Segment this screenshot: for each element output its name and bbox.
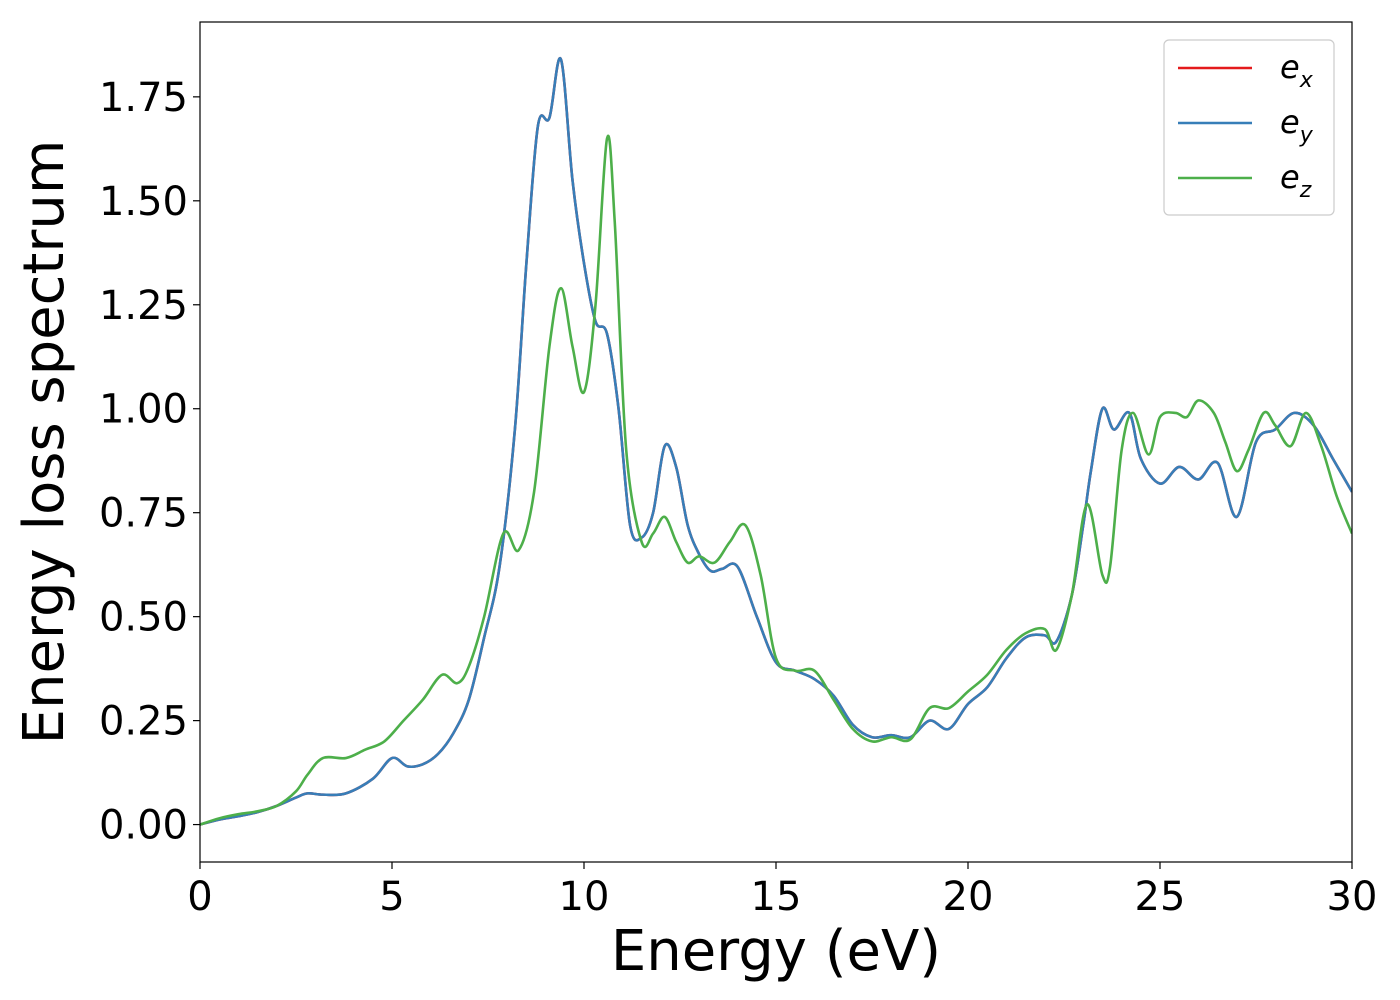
series-line-y [200,57,1352,826]
legend: ex ey ez [1163,39,1335,216]
y-tick-label: 0.50 [99,595,188,641]
y-tick-label: 1.75 [99,75,188,121]
series-line-z [200,134,1352,826]
y-axis: 0.00 0.25 0.50 0.75 1.00 1.25 1.50 1.75 [99,75,200,849]
x-tick-label: 20 [943,874,994,920]
legend-label-z: ez [1280,158,1312,203]
y-tick-label: 1.00 [99,387,188,433]
x-axis: 0 5 10 15 20 25 30 [187,862,1377,920]
x-axis-title: Energy (eV) [611,919,941,984]
x-tick-label: 25 [1135,874,1186,920]
x-tick-label: 10 [559,874,610,920]
y-tick-label: 1.50 [99,179,188,225]
x-tick-label: 15 [751,874,802,920]
y-tick-label: 0.25 [99,699,188,745]
y-tick-label: 1.25 [99,283,188,329]
x-tick-label: 30 [1327,874,1378,920]
y-axis-title: Energy loss spectrum [12,140,77,745]
x-tick-label: 0 [187,874,212,920]
legend-label-y: ey [1280,103,1314,148]
x-tick-label: 5 [379,874,404,920]
y-tick-label: 0.75 [99,491,188,537]
y-tick-label: 0.00 [99,803,188,849]
legend-label-x: ex [1280,48,1314,93]
series-layer [200,57,1352,826]
legend-box [1163,39,1335,216]
